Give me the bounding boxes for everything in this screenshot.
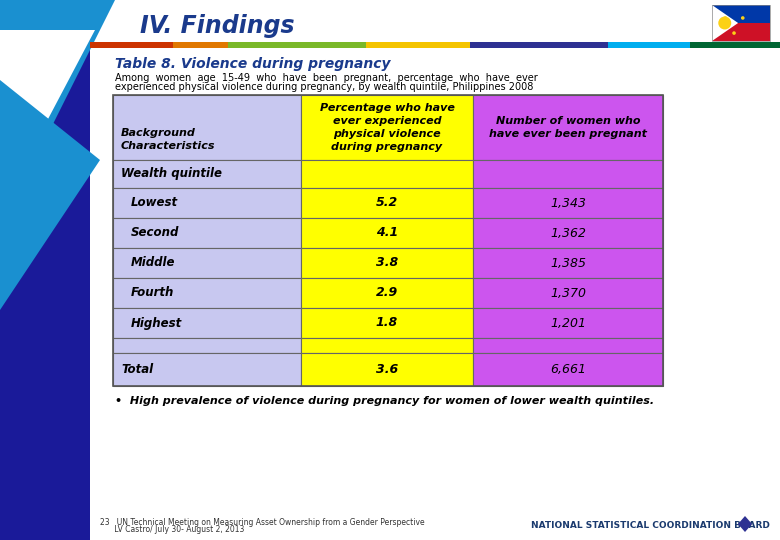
Bar	[366, 42, 470, 48]
Bar	[301, 338, 473, 353]
PathPatch shape	[0, 30, 95, 210]
PathPatch shape	[0, 80, 100, 310]
Circle shape	[741, 16, 745, 20]
Bar	[301, 218, 473, 248]
Text: 1,385: 1,385	[550, 256, 586, 269]
Text: 5.2: 5.2	[376, 197, 398, 210]
Text: 1,370: 1,370	[550, 287, 586, 300]
Bar	[113, 353, 301, 386]
Bar	[301, 95, 473, 160]
Text: 23   UN Technical Meeting on Measuring Asset Ownership from a Gender Perspective: 23 UN Technical Meeting on Measuring Ass…	[100, 518, 424, 527]
Bar	[228, 42, 366, 48]
Text: Among  women  age  15-49  who  have  been  pregnant,  percentage  who  have  eve: Among women age 15-49 who have been preg…	[115, 73, 537, 83]
Text: 1.8: 1.8	[376, 316, 398, 329]
Text: NATIONAL STATISTICAL COORDINATION BOARD: NATIONAL STATISTICAL COORDINATION BOARD	[531, 521, 770, 530]
Text: Percentage who have
ever experienced
physical violence
during pregnancy: Percentage who have ever experienced phy…	[320, 103, 455, 152]
Bar	[473, 160, 663, 188]
Polygon shape	[712, 5, 738, 41]
Bar	[113, 248, 301, 278]
Text: 6,661: 6,661	[550, 363, 586, 376]
Bar	[301, 308, 473, 338]
Text: 1,201: 1,201	[550, 316, 586, 329]
Bar	[90, 42, 173, 48]
Text: Background
Characteristics: Background Characteristics	[121, 127, 215, 151]
Circle shape	[724, 16, 727, 20]
Bar	[113, 278, 301, 308]
Bar	[473, 95, 663, 160]
Text: experienced physical violence during pregnancy, by wealth quintile, Philippines : experienced physical violence during pre…	[115, 82, 534, 92]
Text: •  High prevalence of violence during pregnancy for women of lower wealth quinti: • High prevalence of violence during pre…	[115, 396, 654, 406]
Bar	[113, 338, 301, 353]
Text: 3.8: 3.8	[376, 256, 398, 269]
Text: 1,362: 1,362	[550, 226, 586, 240]
Text: 4.1: 4.1	[376, 226, 398, 240]
Text: IV. Findings: IV. Findings	[140, 14, 295, 38]
Bar	[690, 42, 780, 48]
Bar	[473, 248, 663, 278]
Text: 3.6: 3.6	[376, 363, 398, 376]
Bar	[712, 5, 770, 41]
Bar	[301, 160, 473, 188]
Bar	[113, 188, 301, 218]
Bar	[712, 5, 770, 23]
Bar	[473, 278, 663, 308]
Bar	[473, 188, 663, 218]
Text: Second: Second	[131, 226, 179, 240]
Bar	[301, 353, 473, 386]
Bar	[473, 338, 663, 353]
Text: Wealth quintile: Wealth quintile	[121, 167, 222, 180]
Circle shape	[718, 17, 731, 30]
Bar	[301, 278, 473, 308]
Text: 2.9: 2.9	[376, 287, 398, 300]
Bar	[470, 42, 608, 48]
Bar	[473, 353, 663, 386]
Text: Table 8. Violence during pregnancy: Table 8. Violence during pregnancy	[115, 57, 391, 71]
Bar	[712, 23, 770, 41]
Bar	[113, 95, 663, 386]
Polygon shape	[738, 516, 752, 532]
Text: LV Castro/ July 30- August 2, 2013: LV Castro/ July 30- August 2, 2013	[100, 525, 244, 534]
Bar	[113, 95, 301, 160]
Bar	[113, 308, 301, 338]
Bar	[301, 248, 473, 278]
Bar	[608, 42, 690, 48]
Bar	[113, 218, 301, 248]
Text: Fourth: Fourth	[131, 287, 175, 300]
Text: Number of women who
have ever been pregnant: Number of women who have ever been pregn…	[489, 116, 647, 139]
Text: 1,343: 1,343	[550, 197, 586, 210]
Text: Total: Total	[121, 363, 153, 376]
Circle shape	[732, 31, 736, 35]
Bar	[301, 188, 473, 218]
Bar	[173, 42, 228, 48]
Bar	[473, 308, 663, 338]
Text: Middle: Middle	[131, 256, 176, 269]
Bar	[113, 160, 301, 188]
Text: Highest: Highest	[131, 316, 183, 329]
Bar	[473, 218, 663, 248]
PathPatch shape	[0, 0, 115, 230]
Bar	[90, 0, 780, 540]
Text: Lowest: Lowest	[131, 197, 178, 210]
Bar	[0, 0, 90, 540]
